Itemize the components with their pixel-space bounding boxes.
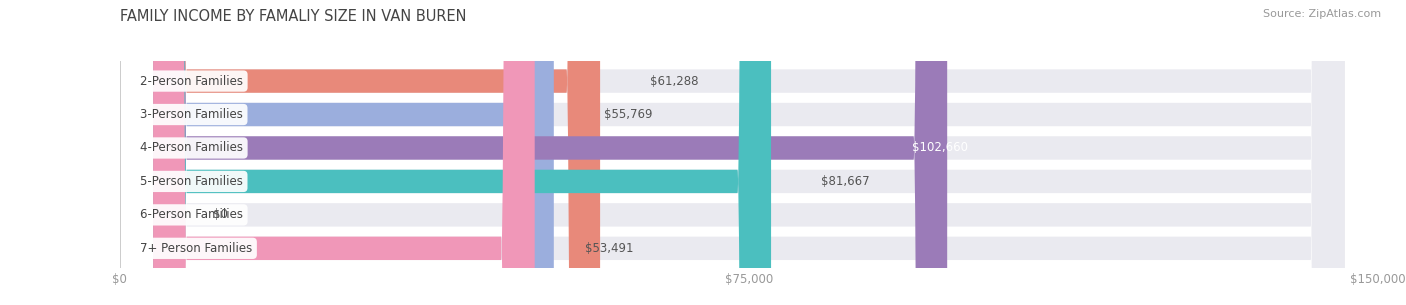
FancyBboxPatch shape — [153, 0, 1344, 305]
Text: 6-Person Families: 6-Person Families — [141, 208, 243, 221]
Text: $81,667: $81,667 — [821, 175, 870, 188]
Text: 7+ Person Families: 7+ Person Families — [141, 242, 253, 255]
Text: $0: $0 — [214, 208, 228, 221]
Text: Source: ZipAtlas.com: Source: ZipAtlas.com — [1263, 9, 1381, 19]
FancyBboxPatch shape — [153, 0, 1344, 305]
Text: 4-Person Families: 4-Person Families — [141, 142, 243, 154]
FancyBboxPatch shape — [153, 0, 600, 305]
FancyBboxPatch shape — [153, 0, 534, 305]
Text: $102,660: $102,660 — [912, 142, 969, 154]
Text: 2-Person Families: 2-Person Families — [141, 74, 243, 88]
FancyBboxPatch shape — [153, 0, 554, 305]
FancyBboxPatch shape — [153, 0, 1344, 305]
Text: $61,288: $61,288 — [651, 74, 699, 88]
FancyBboxPatch shape — [153, 0, 948, 305]
FancyBboxPatch shape — [153, 0, 1344, 305]
Text: 3-Person Families: 3-Person Families — [141, 108, 243, 121]
Text: 5-Person Families: 5-Person Families — [141, 175, 243, 188]
FancyBboxPatch shape — [153, 0, 770, 305]
FancyBboxPatch shape — [153, 0, 1344, 305]
Text: $55,769: $55,769 — [605, 108, 652, 121]
Text: $53,491: $53,491 — [585, 242, 634, 255]
Text: FAMILY INCOME BY FAMALIY SIZE IN VAN BUREN: FAMILY INCOME BY FAMALIY SIZE IN VAN BUR… — [120, 9, 465, 24]
FancyBboxPatch shape — [153, 0, 1344, 305]
